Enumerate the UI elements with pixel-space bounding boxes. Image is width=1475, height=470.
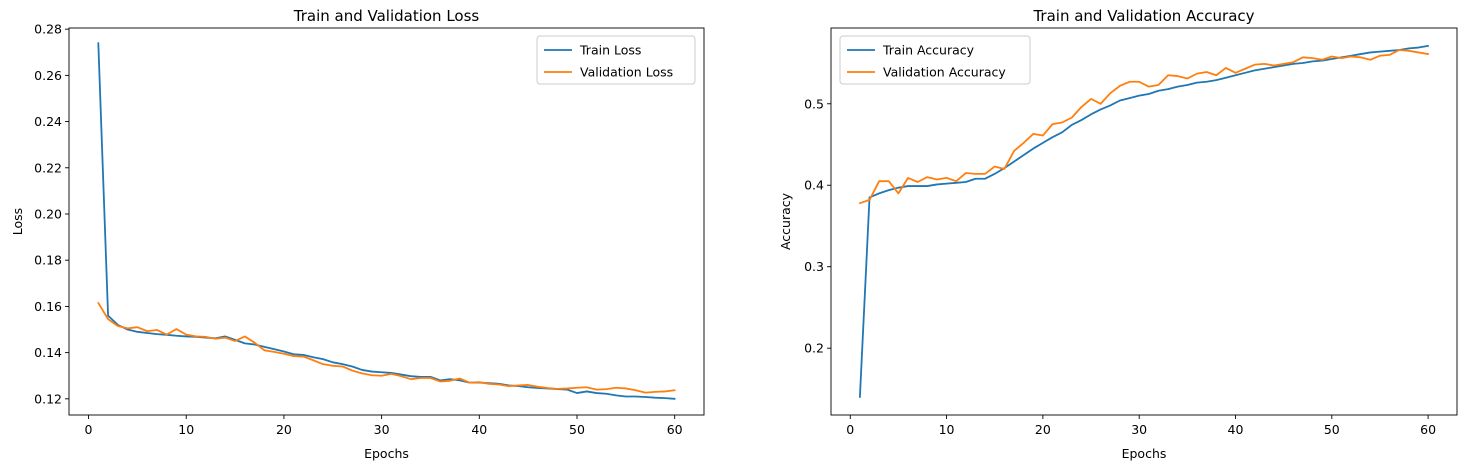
x-tick-label: 20 [276, 422, 292, 437]
y-tick-label: 0.22 [34, 160, 62, 175]
x-tick-label: 10 [178, 422, 194, 437]
x-tick-label: 30 [1131, 422, 1147, 437]
plot-area [68, 27, 705, 416]
y-tick-label: 0.24 [34, 114, 62, 129]
series-line-train-accuracy [858, 45, 1430, 398]
y-tick-label: 0.16 [34, 299, 62, 314]
x-axis-label: Epochs [364, 446, 409, 461]
legend-box [839, 35, 1031, 85]
legend-box [536, 35, 696, 85]
y-tick-label: 0.26 [34, 68, 62, 83]
x-tick-label: 40 [1228, 422, 1244, 437]
legend-label: Validation Loss [580, 65, 673, 80]
x-tick-label: 50 [1324, 422, 1340, 437]
x-tick-label: 0 [85, 422, 93, 437]
legend: Train Accuracy Validation Accuracy [839, 35, 1031, 85]
series-line-train-loss [97, 42, 676, 400]
x-axis-label: Epochs [1122, 446, 1167, 461]
x-tick-label: 0 [846, 422, 854, 437]
series-line-validation-accuracy [858, 49, 1430, 205]
chart-title: Train and Validation Loss [293, 7, 480, 25]
chart-title: Train and Validation Accuracy [1032, 7, 1254, 25]
legend: Train Loss Validation Loss [536, 35, 696, 85]
y-tick-label: 0.12 [34, 391, 62, 406]
accuracy-chart: Train and Validation Accuracy 0 10 20 30 40 50… [778, 7, 1458, 461]
y-tick-label: 0.28 [34, 22, 62, 37]
x-tick-label: 10 [939, 422, 955, 437]
legend-label: Train Loss [579, 43, 641, 58]
y-tick-label: 0.18 [34, 253, 62, 268]
x-tick-label: 20 [1035, 422, 1051, 437]
plot-area [830, 27, 1458, 416]
x-tick-label: 30 [374, 422, 390, 437]
y-tick-label: 0.14 [34, 345, 62, 360]
y-axis-label: Loss [10, 208, 25, 235]
x-tick-label: 40 [471, 422, 487, 437]
y-tick-label: 0.5 [804, 96, 824, 111]
series-line-validation-loss [97, 302, 676, 394]
y-tick-label: 0.20 [34, 206, 62, 221]
legend-label: Validation Accuracy [883, 65, 1006, 80]
loss-chart: Train and Validation Loss 0 10 20 30 40 50 60 0.… [10, 7, 705, 461]
y-axis-label: Accuracy [778, 192, 793, 250]
y-tick-label: 0.3 [804, 259, 824, 274]
x-tick-label: 60 [667, 422, 683, 437]
x-tick-label: 50 [569, 422, 585, 437]
x-tick-label: 60 [1420, 422, 1436, 437]
y-tick-label: 0.2 [804, 341, 824, 356]
y-tick-label: 0.4 [804, 178, 824, 193]
legend-label: Train Accuracy [882, 43, 975, 58]
